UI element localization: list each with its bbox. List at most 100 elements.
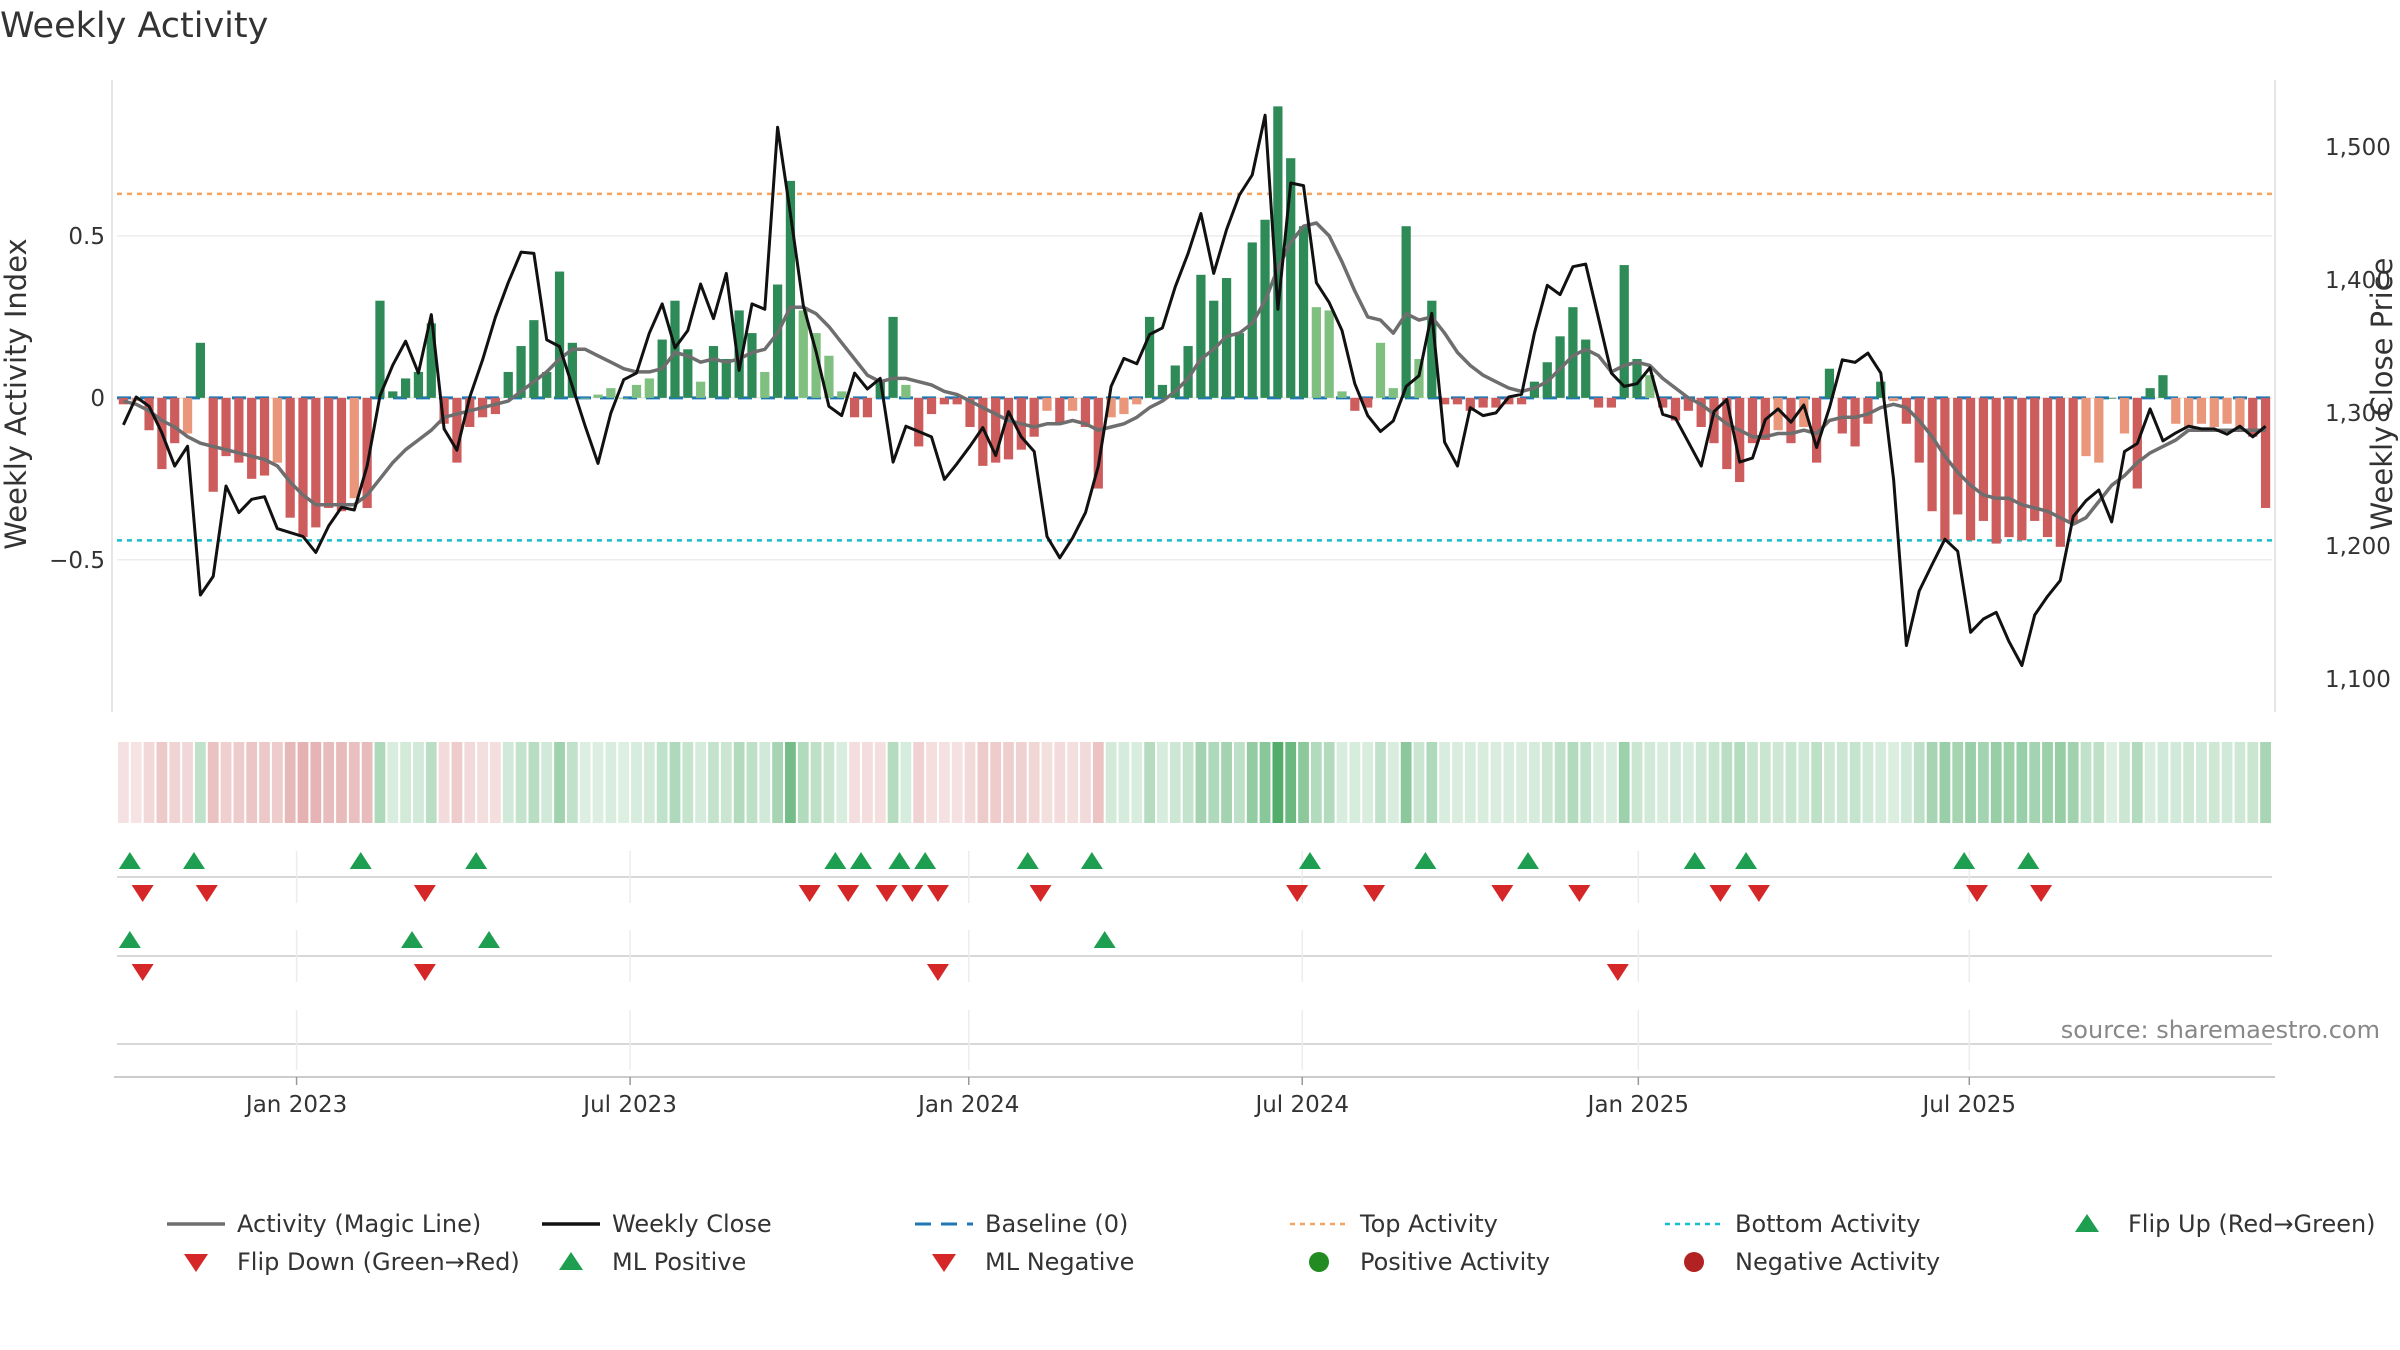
flip-down-marker (1363, 885, 1386, 902)
strip-cell (1323, 742, 1335, 823)
activity-bar (1106, 397, 1116, 418)
activity-bars (118, 106, 2271, 547)
activity-bar (1696, 397, 1706, 428)
legend-item: Top Activity (1290, 1210, 1498, 1238)
activity-bar (285, 397, 295, 518)
legend-label: Flip Up (Red→Green) (2128, 1210, 2376, 1238)
legend-swatch-triangle-down (932, 1254, 956, 1272)
flip-up-marker (1298, 852, 1321, 869)
strip-cell (348, 742, 360, 823)
strip-cell (515, 742, 527, 823)
x-tick-label: Jul 2024 (1253, 1092, 1349, 1118)
activity-bar (324, 397, 334, 508)
flip-down-marker (926, 964, 949, 981)
strip-cell (118, 742, 129, 823)
strip-cell (977, 742, 989, 823)
activity-bar (619, 397, 629, 399)
strip-cell (2054, 742, 2066, 823)
activity-strip (118, 742, 2271, 823)
activity-bar (567, 342, 577, 398)
strip-cell (1952, 742, 1964, 823)
strip-cell (1721, 742, 1733, 823)
activity-bar (708, 346, 719, 398)
activity-bar (1504, 397, 1514, 405)
activity-bar (2094, 397, 2104, 463)
activity-bar (824, 355, 834, 398)
activity-bar (888, 316, 898, 398)
activity-bar (580, 397, 590, 399)
strip-cell (720, 742, 732, 823)
right-tick-label: 1,500 (2325, 135, 2391, 161)
activity-bar (952, 397, 962, 405)
activity-bar (1670, 397, 1681, 421)
legend-label: Positive Activity (1360, 1248, 1550, 1276)
strip-cell (2093, 742, 2105, 823)
activity-bar (426, 323, 436, 398)
strip-cell (1400, 742, 1412, 823)
activity-bar (1735, 397, 1745, 483)
strip-cell (1695, 742, 1707, 823)
legend-swatch-circle (1309, 1252, 1329, 1272)
activity-bar (1645, 375, 1655, 398)
right-tick-label: 1,100 (2325, 667, 2391, 693)
strip-cell (849, 742, 860, 823)
activity-bar (1260, 219, 1270, 398)
strip-cell (2067, 742, 2079, 823)
activity-bar (272, 397, 282, 463)
activity-bar (2055, 397, 2065, 547)
strip-cell (579, 742, 591, 823)
strip-cell (1490, 742, 1502, 823)
activity-bar (311, 397, 321, 528)
strip-cell (1516, 742, 1527, 823)
strip-cell (643, 742, 655, 823)
flip-down-marker (875, 885, 898, 902)
activity-bar (2017, 397, 2027, 541)
strip-cell (438, 742, 450, 823)
strip-cell (1862, 742, 1874, 823)
strip-cell (502, 742, 514, 823)
strip-cell (1477, 742, 1489, 823)
activity-bar (991, 397, 1001, 463)
strip-cell (618, 742, 630, 823)
activity-bar (298, 397, 308, 538)
flip-down-marker (1568, 885, 1591, 902)
strip-cell (1875, 742, 1887, 823)
strip-cell (451, 742, 463, 823)
activity-bar (593, 394, 603, 398)
flip-down-marker (131, 885, 154, 902)
activity-bar (2248, 397, 2258, 437)
activity-bar (1812, 397, 1822, 463)
legend-item: Weekly Close (542, 1210, 772, 1238)
activity-bar (388, 391, 398, 398)
strip-cell (887, 742, 899, 823)
strip-cell (733, 742, 745, 823)
strip-cell (1990, 742, 2002, 823)
strip-cell (1977, 742, 1989, 823)
strip-cell (246, 742, 258, 823)
strip-cell (1195, 742, 1207, 823)
activity-bar (1375, 342, 1386, 398)
activity-bar (1619, 265, 1629, 398)
right-tick-label: 1,300 (2325, 401, 2391, 427)
strip-cell (1182, 742, 1194, 823)
activity-bar (1606, 397, 1617, 408)
strip-cell (1682, 742, 1694, 823)
strip-cell (862, 742, 873, 823)
strip-cell (2080, 742, 2092, 823)
activity-bar (144, 397, 154, 431)
strip-cell (874, 742, 886, 823)
strip-cell (951, 742, 963, 823)
right-tick-label: 1,200 (2325, 534, 2391, 560)
strip-cell (2029, 742, 2041, 823)
activity-bar (1927, 397, 1937, 512)
strip-cell (2144, 742, 2156, 823)
legend-item: Bottom Activity (1665, 1210, 1920, 1238)
activity-bar (1427, 300, 1437, 398)
activity-bar (1414, 358, 1424, 398)
flip-up-marker (182, 852, 205, 869)
flip-down-marker (413, 885, 436, 902)
activity-bar (554, 271, 565, 398)
activity-bar (1824, 368, 1835, 398)
strip-cell (1131, 742, 1143, 823)
